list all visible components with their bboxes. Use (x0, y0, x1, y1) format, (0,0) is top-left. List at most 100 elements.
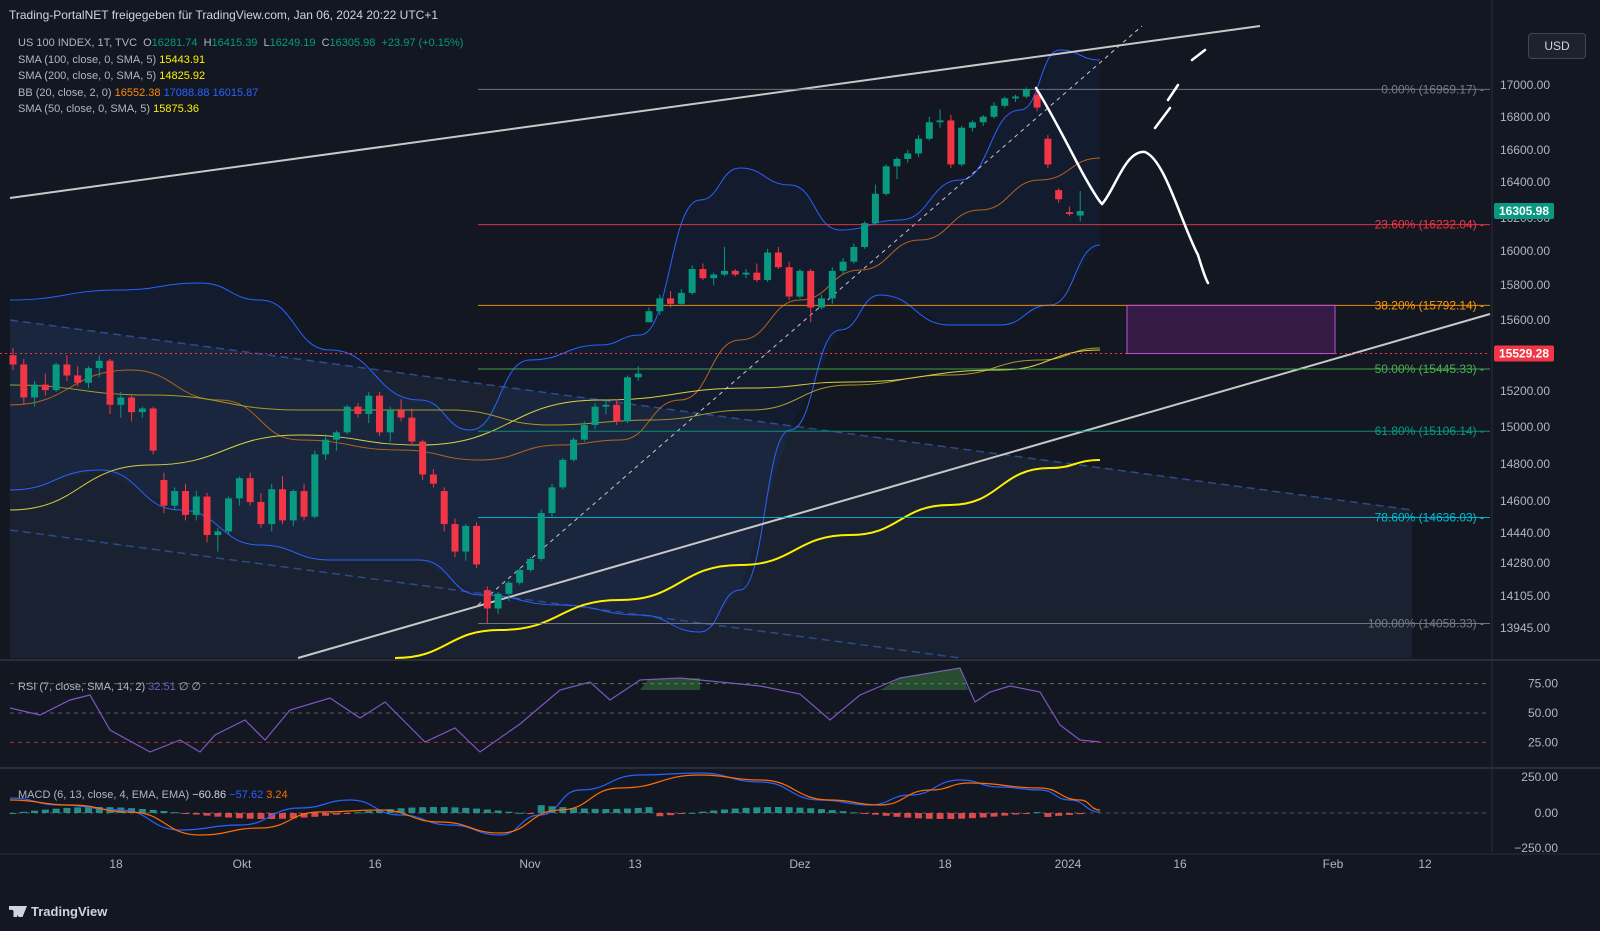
rsi-overbought-fill (640, 678, 700, 690)
candle-body (354, 406, 362, 414)
candle-body (225, 498, 233, 532)
macd-legend[interactable]: MACD (6, 13, close, 4, EMA, EMA) −60.86 … (18, 789, 288, 801)
legend-bb-row[interactable]: BB (20, close, 2, 0) 16552.38 17088.88 1… (18, 86, 259, 99)
macd-histogram-bar (591, 808, 599, 813)
macd-histogram-bar (990, 813, 998, 817)
fib-level-label: 100.00% (14058.33) - (1368, 616, 1484, 630)
macd-histogram-bar (764, 807, 772, 813)
candle-body (451, 524, 459, 552)
candle-body (656, 298, 664, 312)
macd-histogram-bar (171, 812, 179, 814)
macd-histogram-bar (645, 807, 653, 813)
legend-symbol-row: US 100 INDEX, 1T, TVC O16281.74 H16415.3… (18, 37, 464, 49)
rsi-legend[interactable]: RSI (7, close, SMA, 14, 2) 32.51 ∅ ∅ (18, 681, 202, 693)
macd-histogram-bar (667, 813, 675, 816)
bollinger-lower-line (9, 244, 1101, 633)
candle-body (63, 364, 71, 376)
macd-histogram-bar (882, 813, 890, 816)
candle-body (365, 395, 373, 414)
fib-level-label: 78.60% (14636.03) - (1375, 510, 1484, 524)
macd-histogram-bar (225, 813, 233, 818)
candle-body (742, 272, 750, 275)
macd-histogram-bar (850, 812, 858, 814)
currency-button[interactable]: USD (1528, 33, 1586, 59)
macd-histogram-bar (1012, 813, 1020, 815)
macd-histogram-bar (774, 807, 782, 813)
candle-body (149, 408, 157, 451)
legend-sma100-row[interactable]: SMA (100, close, 0, SMA, 5) 15443.91 (18, 53, 206, 66)
macd-histogram-bar (548, 806, 556, 813)
high-value: 16415.39 (211, 37, 258, 49)
candle-body (31, 384, 39, 398)
macd-histogram-bar (904, 813, 912, 818)
candle-body (764, 252, 772, 281)
regression-channel-fill (10, 320, 1412, 658)
candle-body (720, 270, 728, 275)
macd-histogram-bar (20, 811, 28, 813)
rsi-line (9, 667, 1101, 753)
candle-body (214, 531, 222, 536)
macd-histogram-bar (1001, 813, 1009, 816)
price-tick-label: 15600.00 (1500, 313, 1550, 327)
candle-body (645, 311, 653, 323)
candle-body (483, 590, 491, 609)
macd-histogram-bar (343, 813, 351, 814)
macd-histogram-bar (537, 805, 545, 813)
legend-sma200-row[interactable]: SMA (200, close, 0, SMA, 5) 14825.92 (18, 70, 206, 82)
macd-histogram-bar (958, 813, 966, 819)
close-value: 16305.98 (329, 37, 376, 49)
time-tick-label: 2024 (1055, 857, 1082, 871)
drawing-projection-stroke (1100, 150, 1210, 285)
macd-histogram-bar (149, 809, 157, 813)
macd-histogram-bar (1055, 813, 1063, 816)
candle-body (828, 270, 836, 299)
candle-body (526, 558, 534, 570)
candle-body (613, 404, 621, 422)
macd-histogram-bar (279, 813, 286, 819)
trendline-upper (9, 25, 1261, 199)
candle-body (322, 439, 330, 455)
price-tick-label: 14600.00 (1500, 494, 1550, 508)
time-tick-label: 12 (1418, 857, 1432, 871)
macd-histogram-bar (1033, 812, 1041, 814)
fib-level-label: 0.00% (16969.17) - (1381, 82, 1484, 96)
macd-histogram-bar (483, 809, 491, 813)
macd-level-label: 0.00 (1535, 806, 1559, 820)
candle-body (311, 454, 319, 517)
candle-body (1065, 212, 1073, 214)
time-tick-label: 16 (1173, 857, 1187, 871)
target-zone (1126, 304, 1336, 355)
macd-histogram-bar (473, 808, 481, 813)
macd-histogram-bar (397, 808, 405, 813)
last-price-label: 16305.98 (1499, 204, 1549, 218)
main-legend: US 100 INDEX, 1T, TVC O16281.74 H16415.3… (18, 35, 463, 118)
macd-histogram-bar (677, 813, 685, 814)
drawing-dashed-stroke (1153, 48, 1207, 130)
symbol-name[interactable]: US 100 INDEX, 1T, TVC (18, 37, 138, 49)
macd-histogram-bar (979, 813, 987, 818)
time-tick-label: Dez (789, 857, 810, 871)
candle-body (419, 441, 427, 475)
macd-histogram-bar (138, 808, 146, 813)
macd-histogram-bar (570, 807, 578, 813)
macd-histogram-bar (354, 812, 362, 814)
candle-body (677, 292, 685, 304)
candle-body (279, 489, 286, 521)
macd-signal-line (9, 774, 1101, 836)
macd-histogram-bar (52, 808, 60, 813)
candle-body (634, 373, 642, 378)
drawing-down-stroke (1034, 86, 1104, 206)
candle-body (559, 459, 567, 488)
macd-histogram-bar (214, 813, 222, 817)
price-tick-label: 14105.00 (1500, 589, 1550, 603)
price-tick-label: 16000.00 (1500, 244, 1550, 258)
rsi-level-label: 50.00 (1528, 706, 1558, 720)
fib-level-label: 61.80% (15106.14) - (1375, 424, 1484, 438)
legend-sma50-row[interactable]: SMA (50, close, 0, SMA, 5) 15875.36 (18, 103, 200, 115)
tradingview-logo: TradingView (9, 904, 107, 919)
trendline-dashed (477, 25, 1143, 606)
macd-histogram-bar (656, 813, 664, 817)
candle-body (936, 120, 944, 123)
price-tick-label: 14440.00 (1500, 526, 1550, 540)
